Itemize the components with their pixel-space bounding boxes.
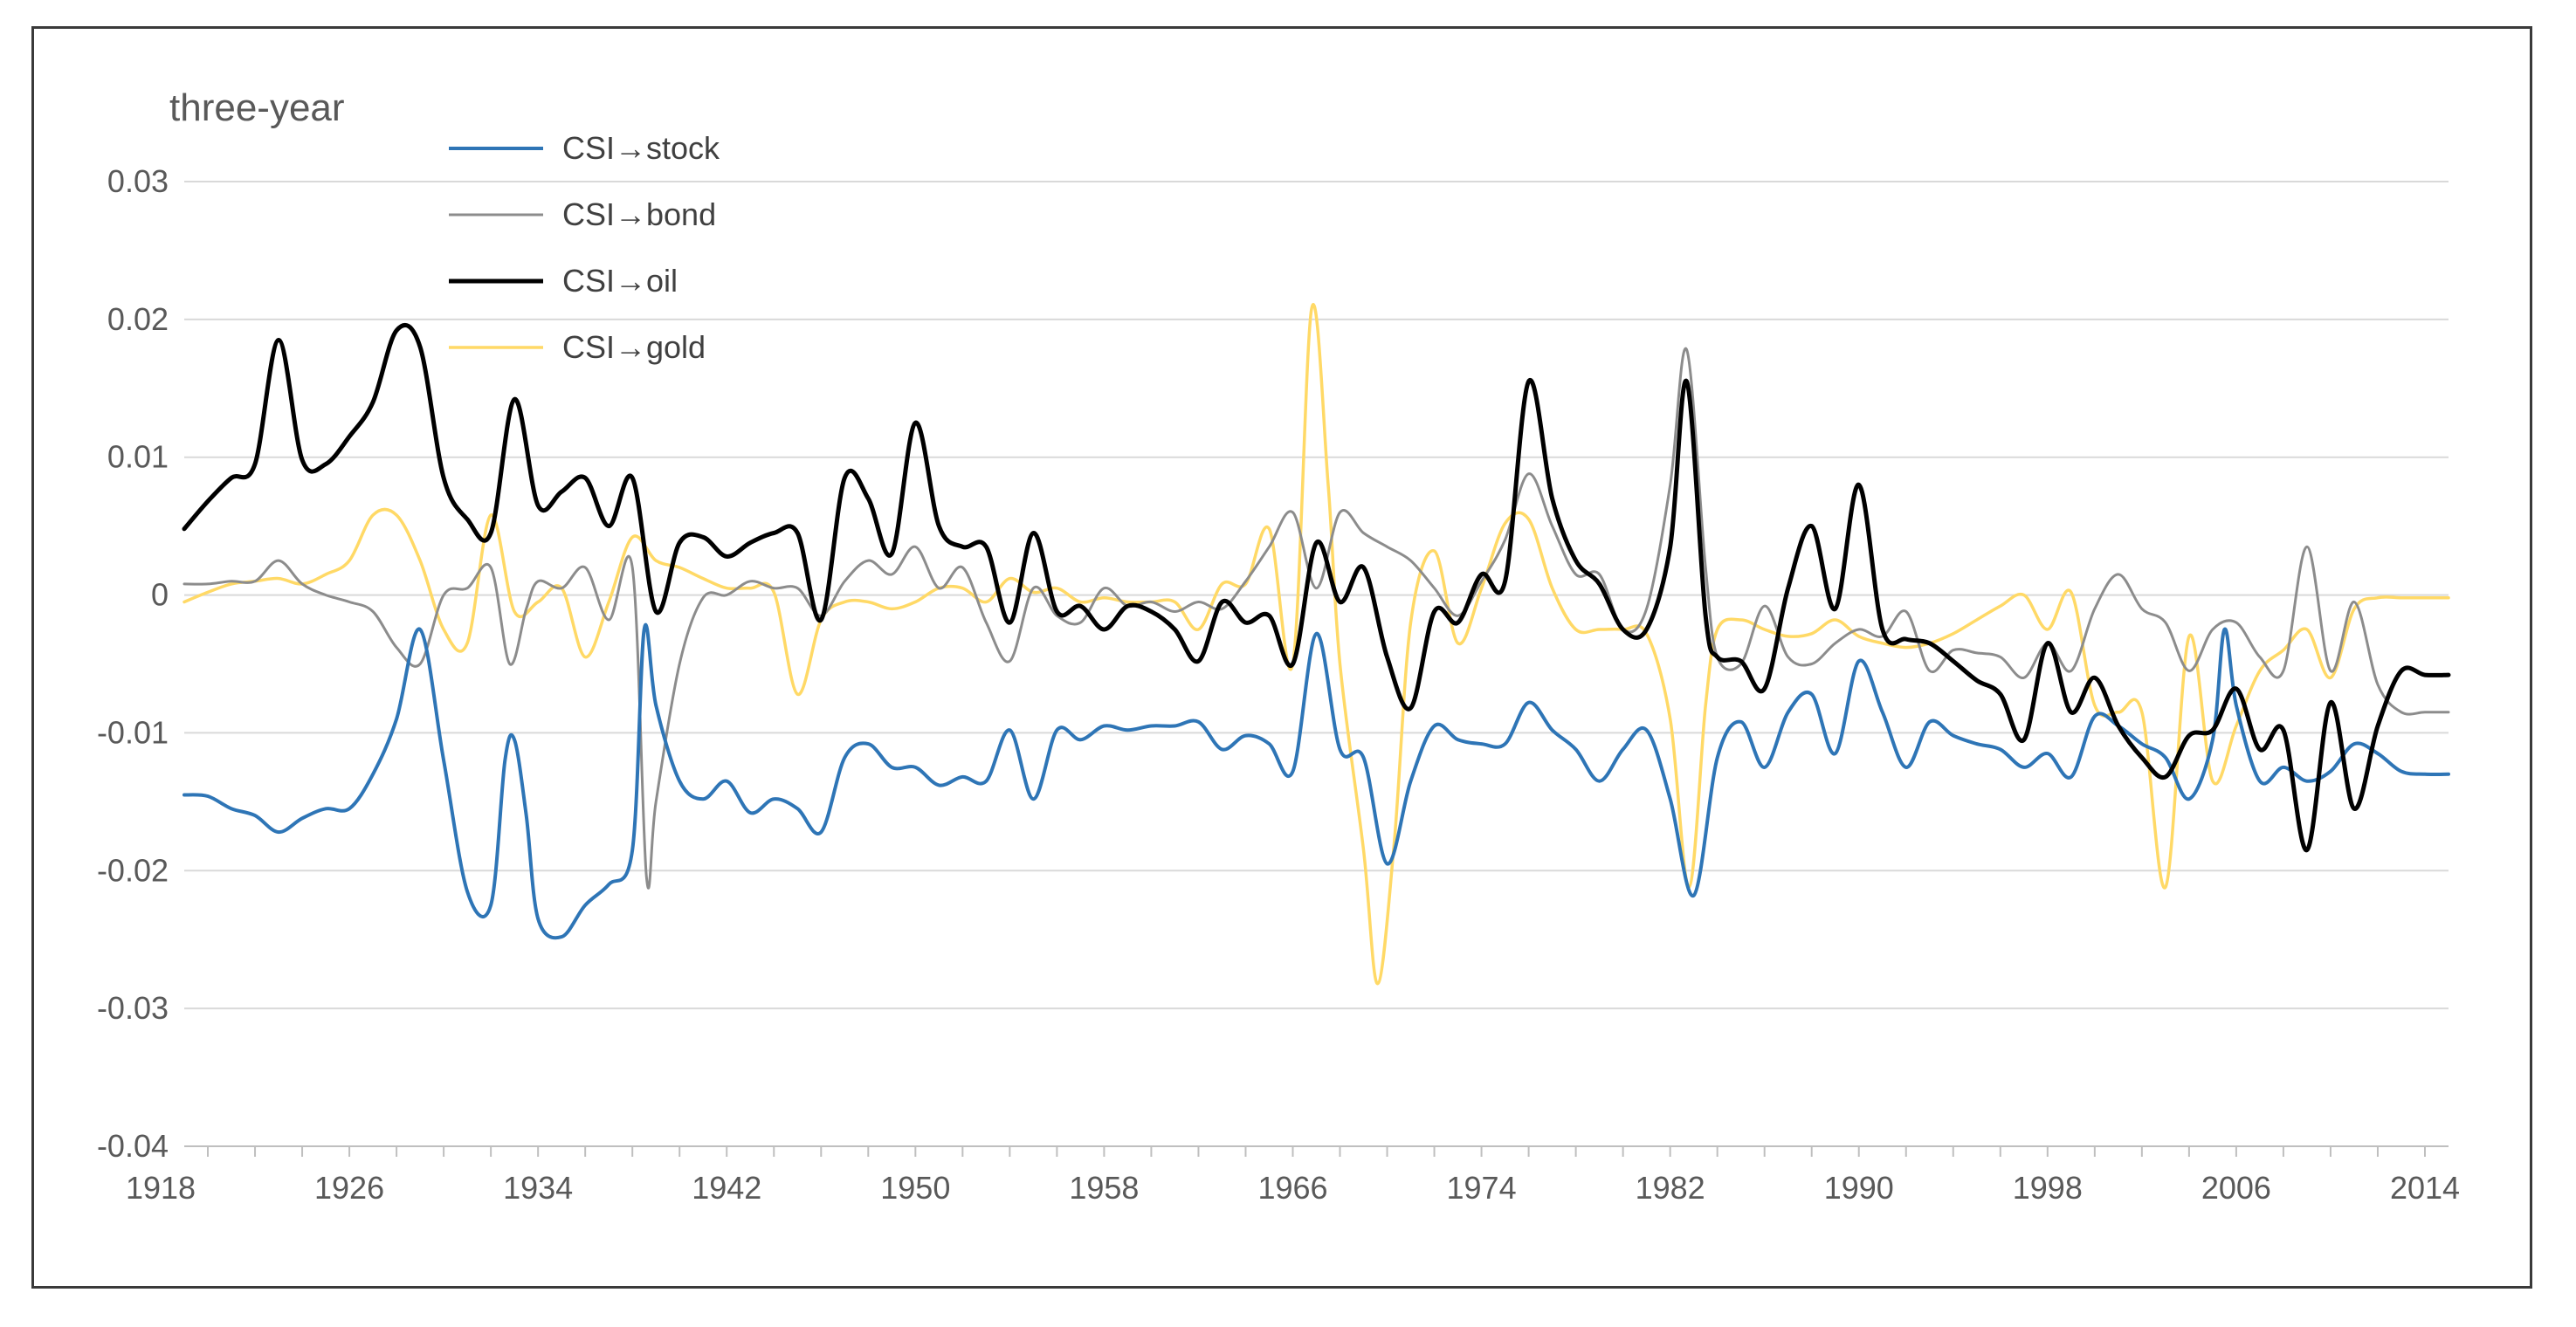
y-tick-label: 0.01 (107, 439, 169, 475)
x-tick-label: 2014 (2390, 1170, 2460, 1206)
x-tick-label: 2006 (2201, 1170, 2271, 1206)
chart-frame: 0.03 0.02 0.01 0 -0.01 -0.02 -0.03 -0.04 1918 192… (31, 26, 2532, 1289)
series-line-2 (182, 322, 2451, 853)
y-tick-label: -0.04 (97, 1128, 169, 1164)
legend: CSI→stock CSI→bond CSI→oil CSI→gold (449, 130, 720, 365)
y-tick-label: 0 (151, 577, 169, 613)
series-line-0 (183, 622, 2450, 940)
chart-title: three-year (169, 86, 345, 129)
y-tick-label: -0.01 (97, 714, 169, 750)
line-chart: 0.03 0.02 0.01 0 -0.01 -0.02 -0.03 -0.04 1918 192… (97, 86, 2460, 1206)
x-tick-label: 1926 (314, 1170, 384, 1206)
legend-label: CSI→oil (562, 263, 678, 299)
x-tick-label: 1918 (126, 1170, 196, 1206)
x-tick-label: 1966 (1257, 1170, 1327, 1206)
gridlines (184, 181, 2449, 1147)
x-tick-label: 1998 (2013, 1170, 2083, 1206)
x-tick-label: 1958 (1069, 1170, 1139, 1206)
x-tick-label: 1974 (1447, 1170, 1517, 1206)
series-line-3 (183, 303, 2450, 986)
axes: 0.03 0.02 0.01 0 -0.01 -0.02 -0.03 -0.04 1918 192… (97, 163, 2460, 1206)
y-tick-label: 0.03 (107, 163, 169, 199)
series-lines (182, 303, 2451, 986)
legend-label: CSI→stock (562, 130, 720, 166)
x-tick-label: 1982 (1636, 1170, 1705, 1206)
legend-label: CSI→bond (562, 196, 716, 232)
x-tick-label: 1950 (880, 1170, 950, 1206)
x-tick-label: 1990 (1824, 1170, 1894, 1206)
x-tick-label: 1942 (692, 1170, 761, 1206)
series-line-1 (183, 347, 2450, 890)
x-tick-label: 1934 (503, 1170, 573, 1206)
y-tick-label: 0.02 (107, 301, 169, 337)
legend-label: CSI→gold (562, 329, 706, 365)
y-tick-label: -0.02 (97, 852, 169, 888)
y-tick-label: -0.03 (97, 990, 169, 1026)
